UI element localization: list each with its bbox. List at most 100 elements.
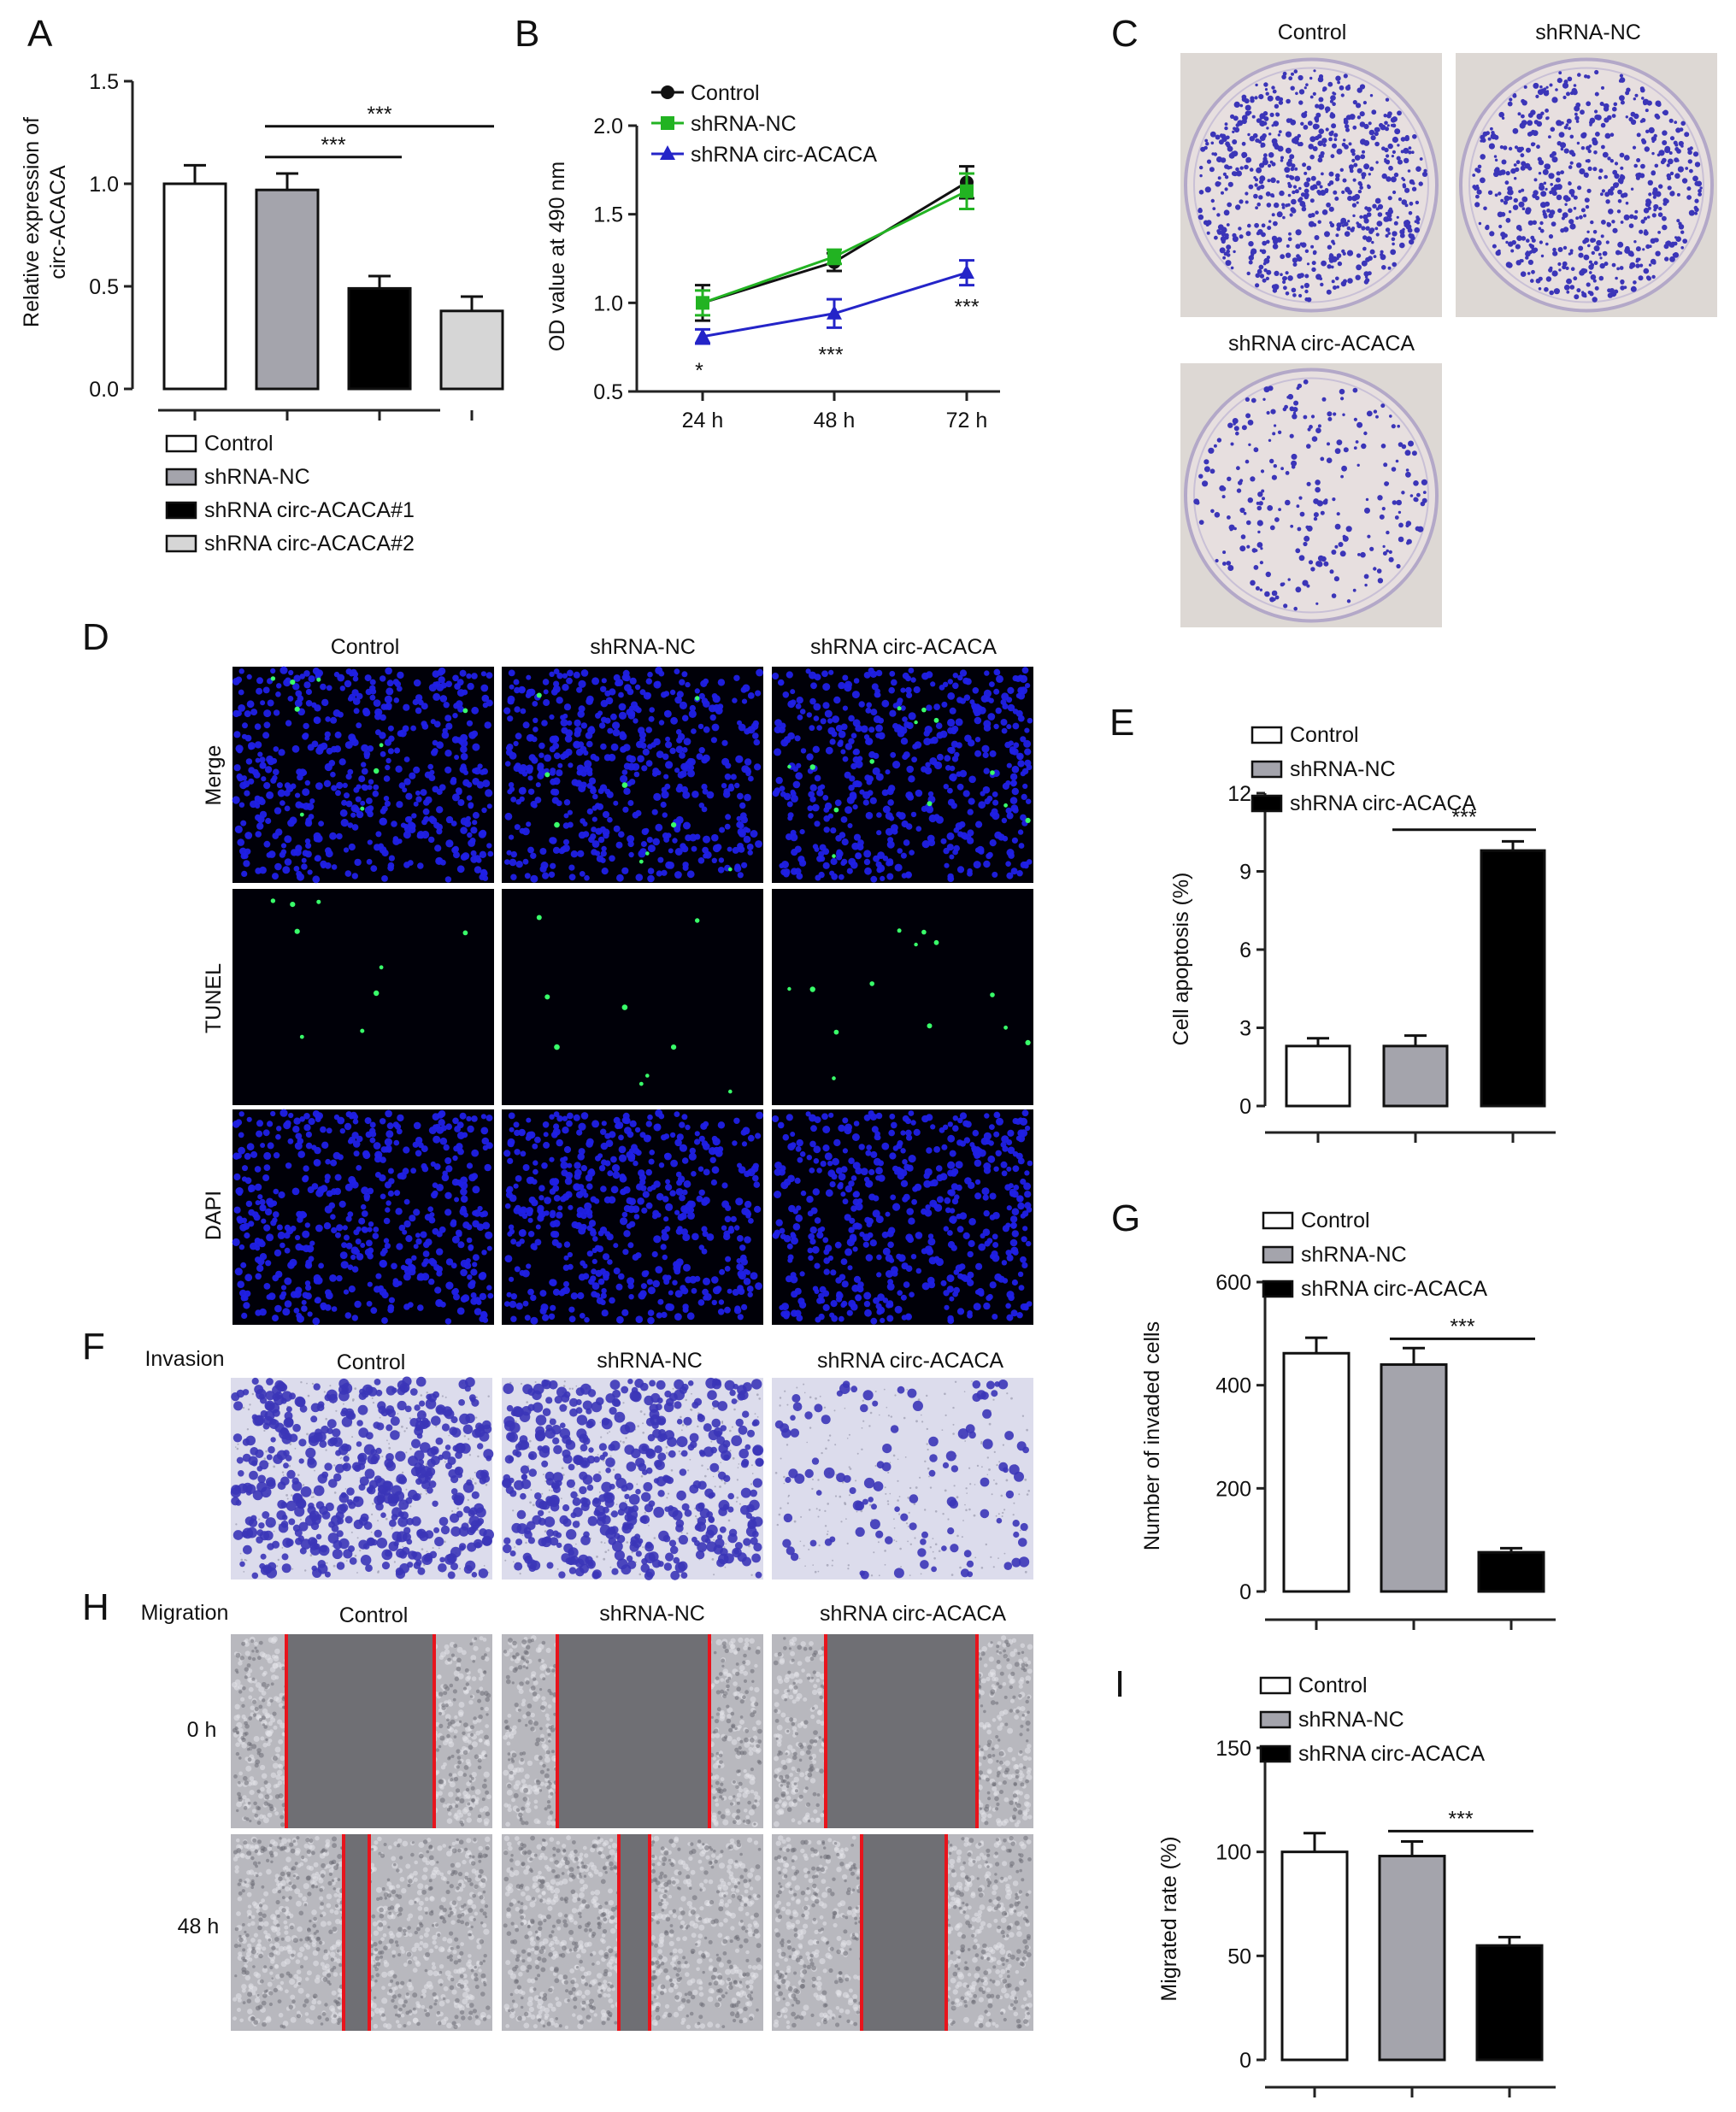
colony-plate-rim	[1193, 67, 1429, 303]
panel-b-ytick-label: 2.0	[593, 115, 623, 138]
panel-g-significance-label: ***	[1450, 1315, 1474, 1338]
panel-i-legend-swatch	[1259, 1710, 1292, 1729]
panel-b-series-square-point	[696, 296, 709, 310]
panel-b-series-triangle-point	[695, 327, 710, 343]
panel-letter-e: E	[1109, 702, 1134, 744]
panel-a-bar	[255, 188, 320, 391]
cell-texture-dark	[503, 1835, 762, 2029]
colony-plate-rim	[1468, 67, 1704, 303]
panel-g-ytick-label: 0	[1239, 1580, 1251, 1604]
panel-e-ytick-label: 6	[1239, 938, 1251, 962]
panel-f-invasion: Invasion Control shRNA-NC shRNA circ-ACA…	[144, 1347, 1033, 1580]
panel-b-xtick-label: 24 h	[682, 409, 724, 432]
panel-g-legend-swatch	[1262, 1280, 1294, 1298]
fluorescence-tile	[502, 889, 763, 1105]
panel-d-row-dapi: DAPI	[202, 1191, 226, 1240]
panel-e-legend-swatch	[1251, 794, 1283, 813]
panel-a-bar	[439, 309, 504, 391]
panel-b-ytick-label: 1.0	[593, 291, 623, 315]
panel-g-ytick-label: 600	[1215, 1271, 1251, 1295]
invasion-tile	[772, 1378, 1033, 1580]
panel-d-col-shrna-circ: shRNA circ-ACACA	[810, 635, 997, 659]
panel-g-legend-label: Control	[1301, 1209, 1370, 1232]
scratch-wound	[826, 1634, 977, 1828]
panel-e-ytick-label: 9	[1239, 861, 1251, 885]
panel-e-bar-chart: Cell apoptosis (%) 0 3 6 9 12 *** Control shR…	[1169, 723, 1556, 1143]
panel-b-legend-label: shRNA-NC	[691, 112, 797, 136]
panel-h-title: Migration	[141, 1601, 229, 1625]
scratch-wound	[344, 1834, 369, 2031]
panel-a-legend-swatch	[165, 468, 197, 486]
panel-e-legend-label: Control	[1290, 723, 1359, 747]
panel-f-title: Invasion	[144, 1347, 224, 1371]
panel-a-legend-swatch	[165, 434, 197, 453]
panel-b-ytick-label: 0.5	[593, 380, 623, 404]
panel-d-col-control: Control	[331, 635, 400, 659]
panel-letter-g: G	[1111, 1197, 1140, 1239]
dapi-nuclei	[503, 1109, 763, 1325]
tunel-positive-cells	[270, 676, 468, 817]
panel-letter-i: I	[1115, 1663, 1125, 1705]
panel-a-bar	[347, 286, 412, 391]
panel-i-legend-swatch	[1259, 1744, 1292, 1763]
panel-letter-a: A	[27, 13, 53, 55]
panel-b-ytick-label: 1.5	[593, 203, 623, 227]
panel-g-ytick-label: 200	[1215, 1477, 1251, 1501]
invaded-cells	[502, 1377, 764, 1580]
tunel-positive-cells	[787, 928, 1031, 1080]
panel-i-legend-label: shRNA circ-ACACA	[1298, 1742, 1485, 1766]
panel-a-ytick-label: 1.0	[89, 173, 119, 197]
panel-g-ytick-label: 400	[1215, 1374, 1251, 1398]
cell-texture-light	[503, 1835, 763, 2030]
panel-c-colony-plates: Control shRNA-NC shRNA circ-ACACA	[1180, 21, 1717, 627]
panel-d-tunel-staining: Control shRNA-NC shRNA circ-ACACA Merge …	[202, 635, 1033, 1326]
panel-e-legend-swatch	[1251, 726, 1283, 744]
dapi-nuclei	[232, 666, 494, 884]
panel-h-col-shrna-nc: shRNA-NC	[599, 1602, 705, 1626]
panel-letter-h: H	[82, 1586, 109, 1628]
panel-i-bar-chart: Migrated rate (%) 0 50 100 150 *** Control s…	[1157, 1674, 1556, 2097]
panel-a-ylabel-line2: circ-ACACA	[46, 165, 70, 279]
panel-i-bar	[1280, 1850, 1349, 2062]
invaded-cells	[774, 1380, 1030, 1580]
dapi-nuclei	[772, 1109, 1033, 1325]
colony-dots	[1193, 379, 1427, 611]
panel-a-legend-label: shRNA circ-ACACA#2	[204, 532, 415, 556]
panel-b-legend-label: shRNA circ-ACACA	[691, 143, 877, 167]
scratch-wound	[286, 1634, 434, 1828]
panel-b-significance-label: ***	[818, 343, 843, 367]
colony-dots	[1198, 69, 1428, 303]
panel-b-xtick-label: 48 h	[814, 409, 856, 432]
panel-e-legend-label: shRNA-NC	[1290, 757, 1396, 781]
panel-g-bar	[1477, 1550, 1545, 1593]
panel-b-significance-label: *	[695, 359, 703, 383]
tunel-positive-cells	[536, 915, 733, 1094]
panel-b-significance-label: ***	[954, 296, 979, 320]
panel-g-bar-chart: Number of invaded cells 0 200 400 600 *** C…	[1140, 1209, 1556, 1630]
panel-b-ylabel: OD value at 490 nm	[545, 162, 569, 351]
panel-h-col-control: Control	[339, 1603, 409, 1627]
panel-i-ylabel: Migrated rate (%)	[1157, 1836, 1181, 2001]
panel-b-legend-marker	[661, 116, 674, 130]
panel-a-ytick-label: 0.0	[89, 378, 119, 402]
tunel-positive-cells	[270, 898, 468, 1039]
scratch-wound	[862, 1834, 946, 2031]
panel-e-legend-swatch	[1251, 760, 1283, 779]
panel-g-bar	[1380, 1363, 1448, 1593]
tunel-positive-cells	[787, 706, 1031, 858]
panel-a-ytick-label: 1.5	[89, 70, 119, 94]
dapi-nuclei	[503, 666, 763, 883]
panel-g-ylabel: Number of invaded cells	[1140, 1321, 1164, 1550]
colony-plate-dish	[1459, 57, 1714, 313]
panel-h-row-48h: 48 h	[178, 1915, 220, 1938]
panel-e-bar	[1480, 849, 1546, 1108]
panel-b-series-square-point	[960, 184, 974, 198]
colony-plate-dish	[1184, 368, 1439, 623]
dapi-nuclei	[772, 667, 1033, 883]
panel-a-legend-label: Control	[204, 432, 274, 456]
colony-plate-dish	[1184, 57, 1439, 313]
panel-f-col-shrna-circ: shRNA circ-ACACA	[817, 1349, 1003, 1373]
panel-a-ylabel-line1: Relative expression of	[20, 117, 44, 327]
panel-letters: A B C D E F G H I	[27, 13, 1140, 1705]
